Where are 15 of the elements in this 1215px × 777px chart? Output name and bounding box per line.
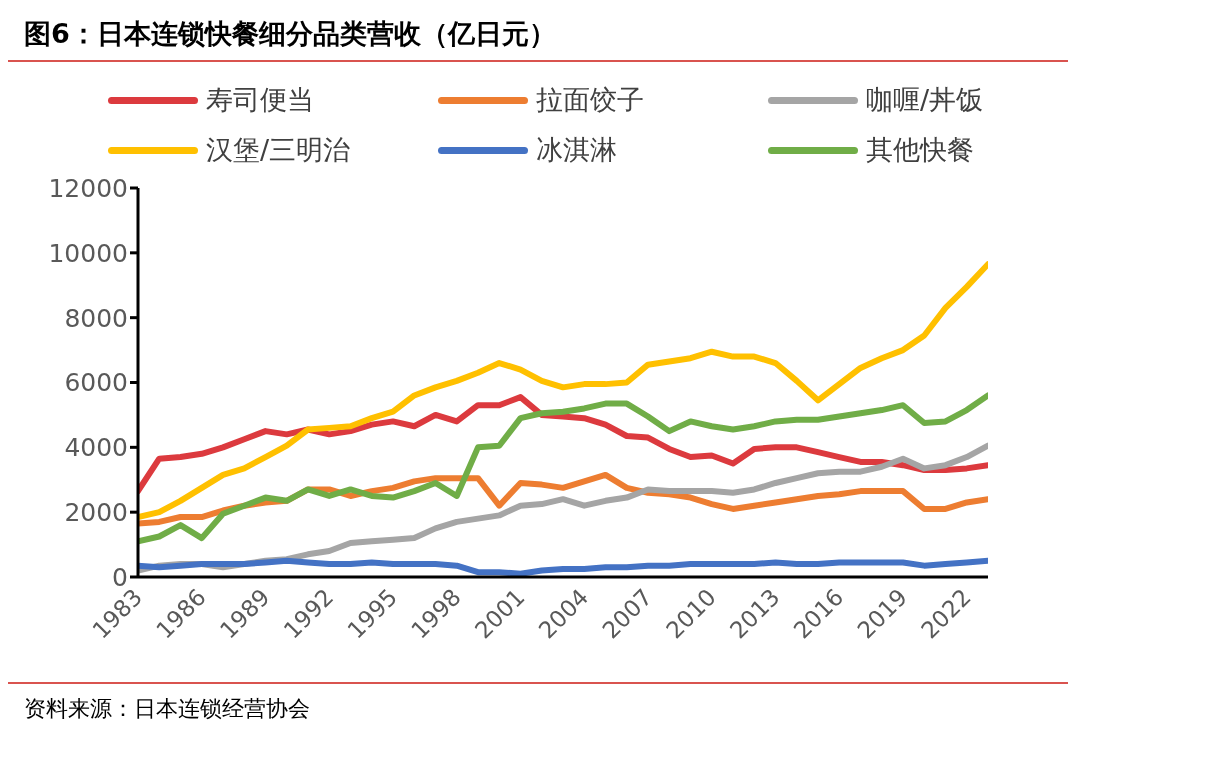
y-tick-label: 8000	[64, 303, 128, 333]
y-tick-label: 6000	[64, 368, 128, 398]
y-tick-label: 4000	[64, 433, 128, 463]
y-tick-label: 2000	[64, 498, 128, 528]
legend-label: 咖喱/丼饭	[866, 83, 984, 117]
y-tick-label: 12000	[48, 173, 128, 203]
legend-label: 拉面饺子	[536, 83, 644, 117]
chart-title: 图6：日本连锁快餐细分品类营收（亿日元）	[8, 8, 1068, 62]
y-tick-label: 0	[112, 562, 128, 592]
legend-label: 其他快餐	[866, 133, 974, 167]
legend-label: 冰淇淋	[536, 133, 617, 167]
text: 资料来源：日本连锁经营协会	[24, 695, 311, 723]
legend-label: 寿司便当	[206, 83, 314, 117]
legend-label: 汉堡/三明治	[206, 133, 351, 167]
y-tick-label: 10000	[48, 238, 128, 268]
